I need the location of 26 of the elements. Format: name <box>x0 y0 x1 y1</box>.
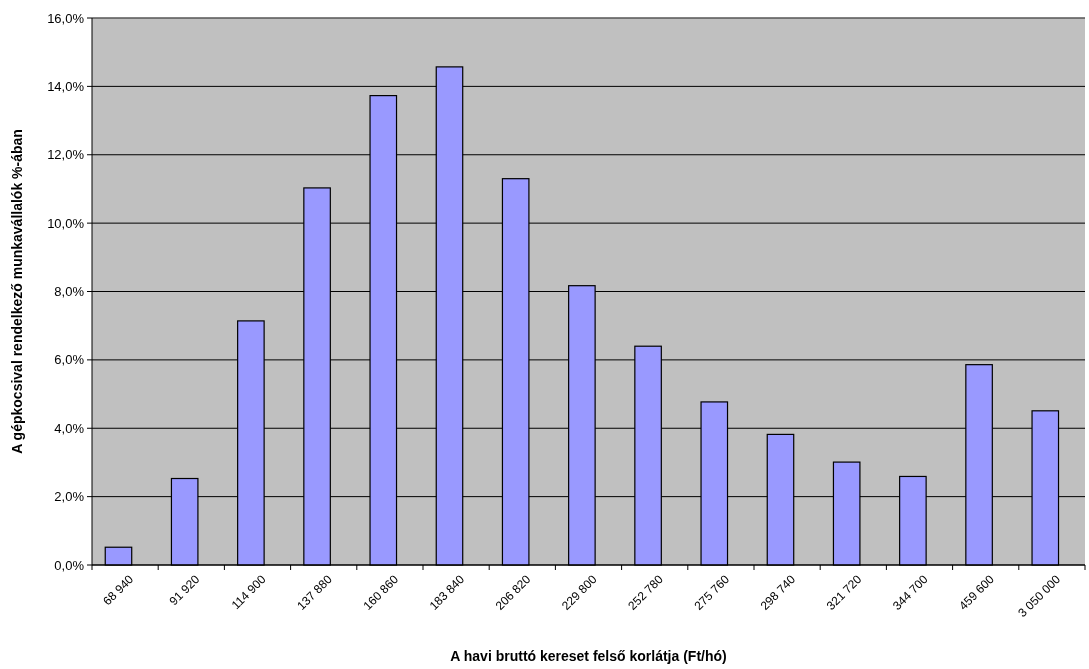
y-axis-title: A gépkocsival rendelkező munkavállalók %-ában <box>9 129 25 454</box>
x-tick-label: 183 840 <box>426 571 468 613</box>
x-tick-label: 252 780 <box>625 571 667 613</box>
x-tick-label: 229 800 <box>559 571 600 613</box>
y-tick-label: 2,0% <box>54 489 85 505</box>
x-tick-label: 114 900 <box>228 571 269 613</box>
y-tick-label: 16,0% <box>47 10 85 26</box>
y-tick-label: 0,0% <box>54 557 85 573</box>
y-tick-label: 14,0% <box>47 78 85 94</box>
y-tick-label: 8,0% <box>54 284 85 300</box>
y-tick-label: 10,0% <box>47 215 85 231</box>
x-tick-label: 206 820 <box>492 571 534 613</box>
x-tick-label: 137 880 <box>294 571 336 613</box>
x-tick-label: 344 700 <box>890 571 931 613</box>
x-tick-label: 160 860 <box>360 571 402 613</box>
x-tick-label: 68 940 <box>100 571 137 609</box>
x-tick-label: 91 920 <box>166 571 203 609</box>
x-axis-title: A havi bruttó kereset felső korlátja (Ft/hó) <box>450 648 727 664</box>
y-tick-label: 4,0% <box>54 420 85 436</box>
x-tick-label: 321 720 <box>823 571 865 613</box>
y-tick-label: 12,0% <box>47 147 85 163</box>
y-tick-label: 6,0% <box>54 352 85 368</box>
x-tick-label: 275 760 <box>691 571 733 613</box>
x-tick-label: 298 740 <box>757 571 799 613</box>
x-tick-label: 459 600 <box>956 571 998 613</box>
x-tick-label: 3 050 000 <box>1015 571 1064 620</box>
